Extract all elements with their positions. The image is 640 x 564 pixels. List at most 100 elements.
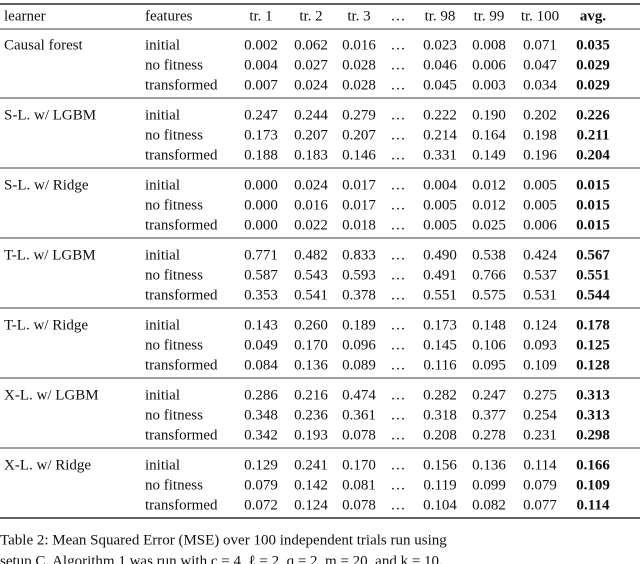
header-cell: tr. 98 <box>425 8 456 24</box>
cell: 0.084 <box>244 357 278 373</box>
learner: S-L. w/ LGBM <box>4 107 96 123</box>
header-cell: avg. <box>580 8 607 24</box>
cell: 0.143 <box>244 317 278 333</box>
cell: 0.156 <box>423 457 457 473</box>
cell: 0.236 <box>294 407 328 423</box>
cell: 0.093 <box>523 337 557 353</box>
avg-cell: 0.109 <box>576 477 610 493</box>
avg-cell: 0.114 <box>577 497 610 513</box>
cell: … <box>391 387 406 403</box>
cell: … <box>391 57 406 73</box>
cell: 0.024 <box>294 77 328 93</box>
cell: 0.254 <box>523 407 557 423</box>
caption-line: setup C. Algorithm 1 was run with c = 4,… <box>0 553 443 564</box>
cell: 0.247 <box>244 107 278 123</box>
avg-cell: 0.204 <box>576 147 610 163</box>
cell: 0.046 <box>423 57 457 73</box>
cell: … <box>391 247 406 263</box>
features: no fitness <box>145 197 203 213</box>
cell: 0.378 <box>342 287 376 303</box>
cell: 0.071 <box>523 37 557 53</box>
cell: 0.004 <box>423 177 457 193</box>
cell: 0.000 <box>244 217 278 233</box>
cell: 0.551 <box>423 287 457 303</box>
avg-cell: 0.226 <box>576 107 610 123</box>
cell: 0.007 <box>244 77 278 93</box>
cell: 0.016 <box>294 197 328 213</box>
cell: 0.173 <box>423 317 457 333</box>
cell: 0.766 <box>472 267 506 283</box>
cell: 0.833 <box>342 247 376 263</box>
cell: 0.575 <box>472 287 506 303</box>
cell: 0.077 <box>523 497 557 513</box>
header-cell: tr. 99 <box>474 8 505 24</box>
avg-cell: 0.035 <box>576 37 610 53</box>
cell: 0.022 <box>294 217 328 233</box>
cell: 0.000 <box>244 197 278 213</box>
cell: 0.006 <box>472 57 506 73</box>
header-cell: features <box>145 8 193 24</box>
cell: 0.006 <box>523 217 557 233</box>
features: initial <box>145 317 180 333</box>
avg-cell: 0.313 <box>576 407 610 423</box>
cell: 0.241 <box>294 457 328 473</box>
cell: 0.023 <box>423 37 457 53</box>
cell: 0.146 <box>342 147 376 163</box>
cell: 0.008 <box>472 37 506 53</box>
cell: 0.081 <box>342 477 376 493</box>
features: no fitness <box>145 337 203 353</box>
learner: S-L. w/ Ridge <box>4 177 89 193</box>
cell: 0.012 <box>472 177 506 193</box>
cell: 0.017 <box>342 197 376 213</box>
cell: … <box>391 427 406 443</box>
cell: 0.247 <box>472 387 506 403</box>
cell: 0.072 <box>244 497 278 513</box>
header-cell: tr. 3 <box>347 8 370 24</box>
cell: … <box>391 407 406 423</box>
cell: … <box>391 317 406 333</box>
cell: 0.119 <box>423 477 456 493</box>
cell: 0.208 <box>423 427 457 443</box>
avg-cell: 0.567 <box>576 247 610 263</box>
cell: 0.275 <box>523 387 557 403</box>
cell: 0.049 <box>244 337 278 353</box>
avg-cell: 0.211 <box>577 127 610 143</box>
cell: … <box>391 287 406 303</box>
cell: 0.543 <box>294 267 328 283</box>
cell: 0.491 <box>423 267 457 283</box>
cell: 0.079 <box>244 477 278 493</box>
cell: 0.002 <box>244 37 278 53</box>
features: transformed <box>145 497 218 513</box>
cell: 0.207 <box>342 127 376 143</box>
avg-cell: 0.178 <box>576 317 610 333</box>
cell: 0.424 <box>523 247 557 263</box>
cell: 0.278 <box>472 427 506 443</box>
cell: 0.771 <box>244 247 278 263</box>
avg-cell: 0.298 <box>576 427 610 443</box>
avg-cell: 0.015 <box>576 217 610 233</box>
cell: 0.593 <box>342 267 376 283</box>
cell: 0.170 <box>342 457 376 473</box>
cell: 0.024 <box>294 177 328 193</box>
cell: 0.000 <box>244 177 278 193</box>
avg-cell: 0.029 <box>576 77 610 93</box>
cell: 0.318 <box>423 407 457 423</box>
cell: 0.196 <box>523 147 557 163</box>
cell: 0.377 <box>472 407 506 423</box>
cell: … <box>391 37 406 53</box>
features: initial <box>145 177 180 193</box>
cell: 0.099 <box>472 477 506 493</box>
cell: 0.148 <box>472 317 506 333</box>
cell: 0.342 <box>244 427 278 443</box>
header-cell: … <box>391 8 406 24</box>
avg-cell: 0.544 <box>576 287 610 303</box>
cell: 0.541 <box>294 287 328 303</box>
cell: 0.145 <box>423 337 457 353</box>
cell: 0.331 <box>423 147 457 163</box>
cell: 0.078 <box>342 427 376 443</box>
cell: 0.116 <box>423 357 457 373</box>
features: transformed <box>145 217 218 233</box>
cell: 0.142 <box>294 477 328 493</box>
cell: 0.082 <box>472 497 506 513</box>
cell: 0.361 <box>342 407 376 423</box>
